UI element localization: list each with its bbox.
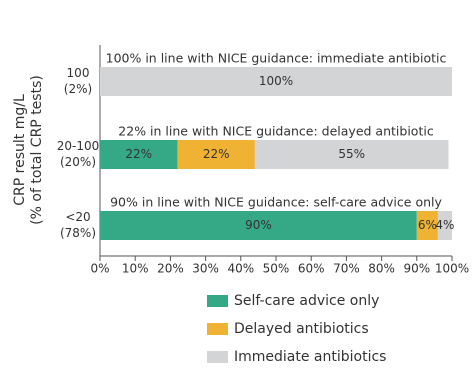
annotation: 100% in line with NICE guidance: immedia… [106, 51, 447, 66]
data-label: 22% [125, 147, 152, 161]
bar-segment [254, 140, 449, 169]
x-tick-label: 70% [333, 262, 360, 276]
x-tick-label: 10% [122, 262, 149, 276]
y-tick-label: 100 [67, 66, 90, 80]
data-label: 90% [245, 218, 272, 232]
y-tick-label: (2%) [64, 82, 92, 96]
y-axis-title: CRP result mg/L (% of total CRP tests) [12, 75, 45, 225]
data-label: 4% [435, 218, 454, 232]
y-axis-title-line: CRP result mg/L [12, 94, 28, 206]
y-axis-title-line: (% of total CRP tests) [29, 75, 45, 225]
bar-segment [100, 140, 178, 169]
y-tick-label: (78%) [60, 226, 96, 240]
y-tick-label: 20-100 [57, 139, 100, 153]
data-label: 55% [338, 147, 365, 161]
x-tick-label: 40% [227, 262, 254, 276]
bar-segment [100, 67, 452, 96]
bar-segment [100, 211, 417, 240]
x-tick-label: 80% [368, 262, 395, 276]
x-tick-label: 20% [157, 262, 184, 276]
legend-label: Delayed antibiotics [234, 321, 369, 337]
legend-label: Self-care advice only [234, 293, 379, 309]
data-label: 6% [418, 218, 437, 232]
legend-label: Immediate antibiotics [234, 349, 386, 365]
bar-segment [437, 211, 452, 240]
x-tick-label: 60% [298, 262, 325, 276]
legend-swatch [207, 295, 228, 307]
y-tick-label: <20 [65, 210, 90, 224]
x-tick-label: 30% [192, 262, 219, 276]
x-tick-label: 50% [263, 262, 290, 276]
legend-swatch [207, 323, 228, 335]
x-tick-label: 100% [435, 262, 469, 276]
y-tick-label: (20%) [60, 155, 96, 169]
data-label: 22% [203, 147, 230, 161]
bar-segment [416, 211, 438, 240]
x-tick-label: 0% [90, 262, 109, 276]
bar-segment [177, 140, 255, 169]
annotation: 90% in line with NICE guidance: self-car… [110, 195, 442, 210]
data-label: 100% [259, 74, 293, 88]
x-tick-label: 90% [403, 262, 430, 276]
legend-swatch [207, 351, 228, 363]
annotation: 22% in line with NICE guidance: delayed … [118, 124, 434, 139]
